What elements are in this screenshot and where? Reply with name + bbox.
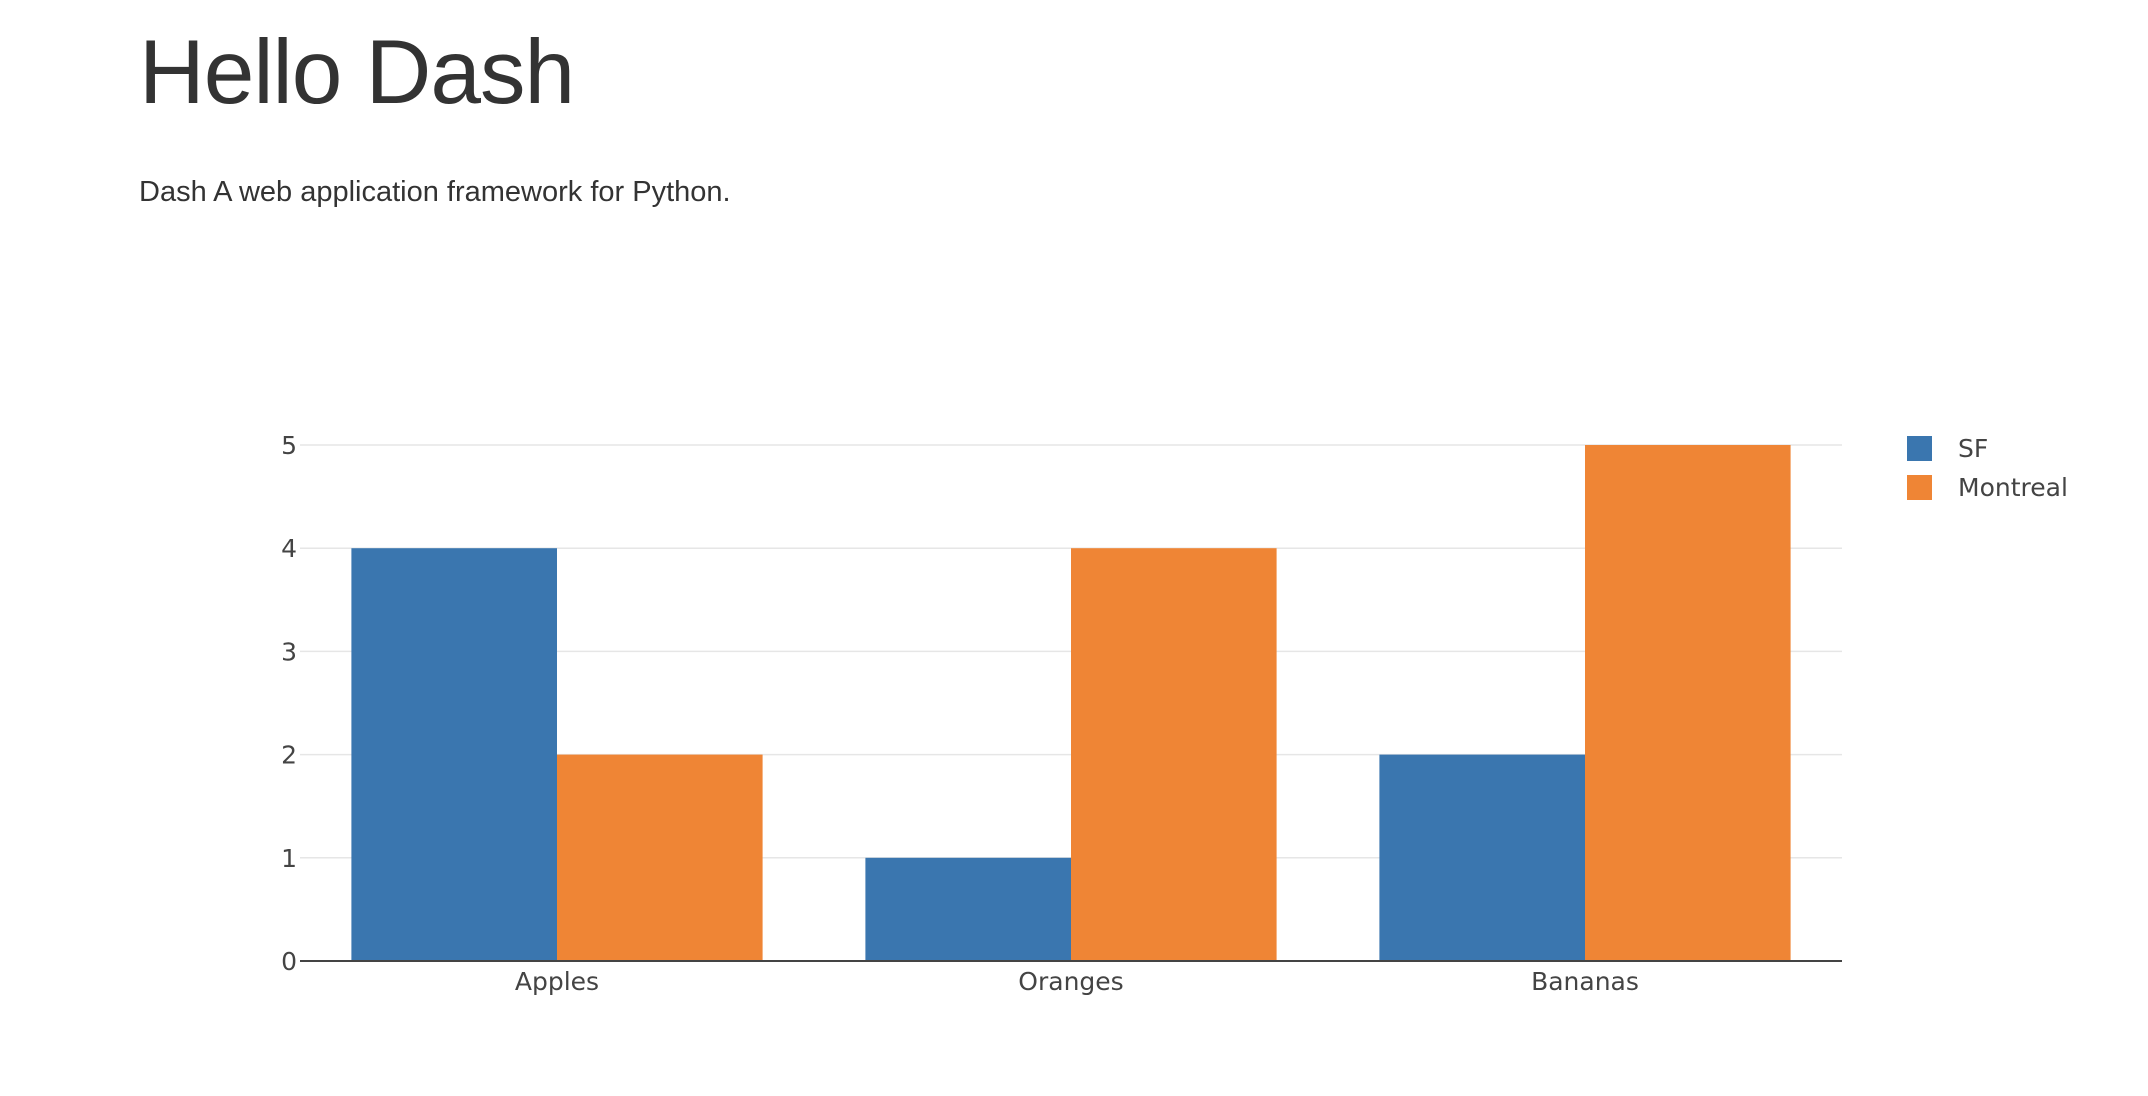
x-tick-label: Apples bbox=[515, 967, 599, 996]
y-tick-label: 2 bbox=[281, 741, 297, 770]
y-tick-labels: 0 1 2 3 4 5 bbox=[281, 431, 297, 976]
page-title: Hello Dash bbox=[139, 22, 575, 123]
bar-montreal-oranges[interactable] bbox=[1071, 548, 1277, 961]
legend-swatch-sf[interactable] bbox=[1907, 436, 1932, 461]
x-tick-labels: Apples Oranges Bananas bbox=[515, 967, 1639, 996]
legend[interactable]: SF Montreal bbox=[1907, 434, 2068, 502]
legend-label-montreal[interactable]: Montreal bbox=[1958, 473, 2068, 502]
bar-montreal-bananas[interactable] bbox=[1585, 445, 1791, 961]
y-tick-label: 0 bbox=[281, 947, 297, 976]
bar-montreal-apples[interactable] bbox=[557, 754, 763, 961]
bar-sf-bananas[interactable] bbox=[1379, 754, 1585, 961]
bar-sf-apples[interactable] bbox=[351, 548, 557, 961]
y-tick-label: 4 bbox=[281, 534, 297, 563]
legend-label-sf[interactable]: SF bbox=[1958, 434, 1988, 463]
page-description: Dash A web application framework for Pyt… bbox=[139, 176, 731, 208]
x-tick-label: Oranges bbox=[1018, 967, 1123, 996]
bar-sf-oranges[interactable] bbox=[865, 857, 1071, 961]
y-tick-label: 1 bbox=[281, 844, 297, 873]
bars bbox=[351, 445, 1791, 961]
y-tick-label: 5 bbox=[281, 431, 297, 460]
x-tick-label: Bananas bbox=[1531, 967, 1639, 996]
y-tick-label: 3 bbox=[281, 637, 297, 666]
legend-swatch-montreal[interactable] bbox=[1907, 475, 1932, 500]
